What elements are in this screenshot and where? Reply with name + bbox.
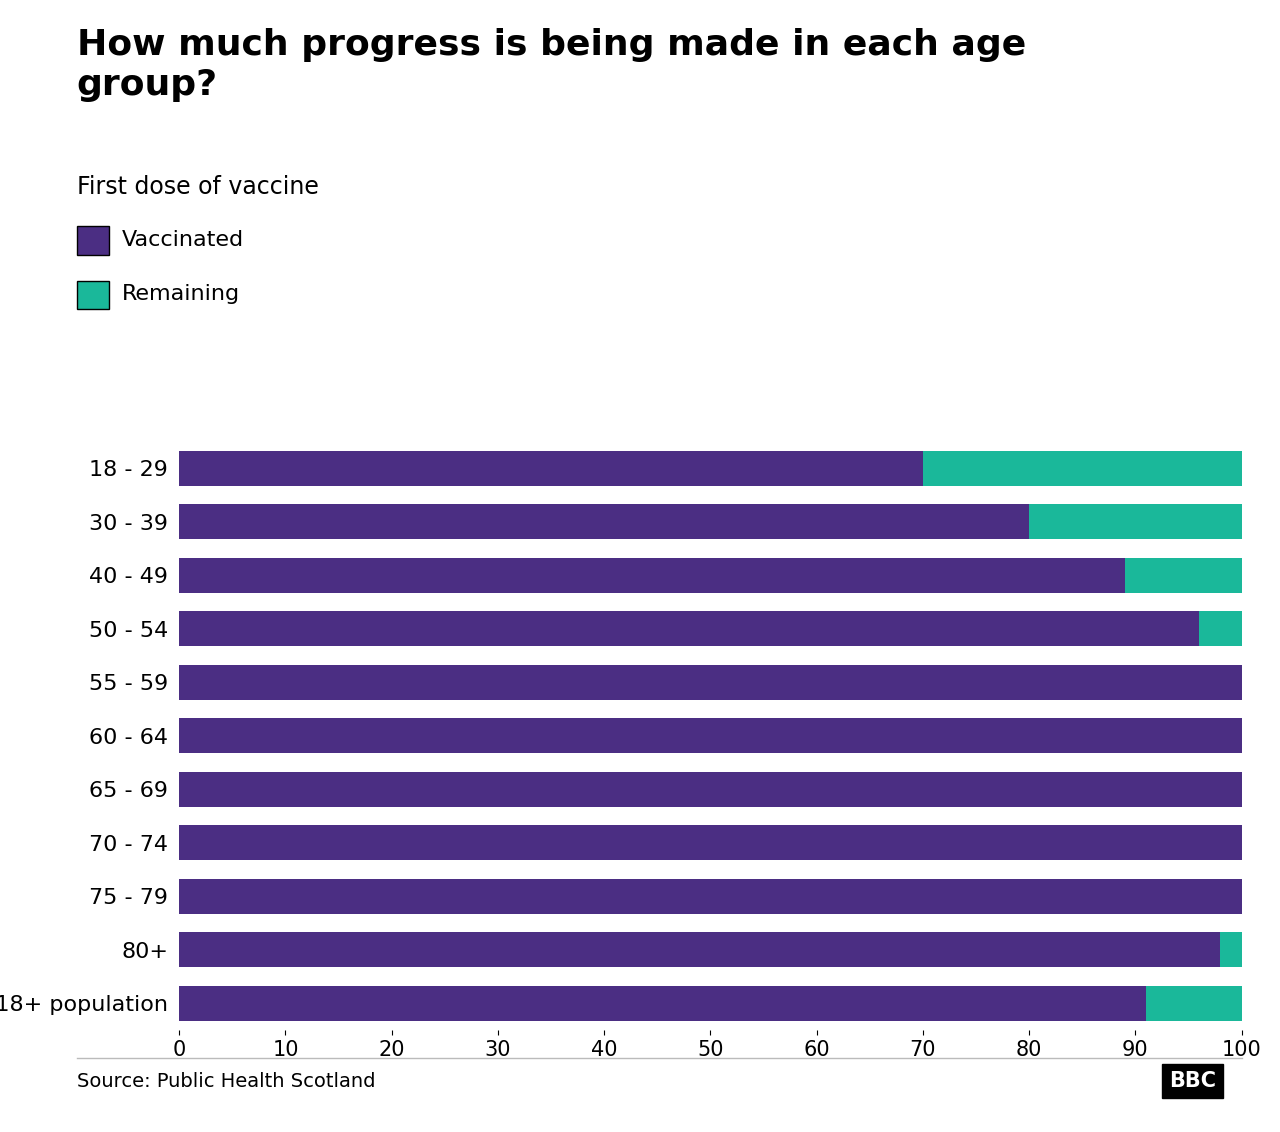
Bar xyxy=(1220,933,1242,967)
Text: Remaining: Remaining xyxy=(122,284,239,305)
Text: First dose of vaccine: First dose of vaccine xyxy=(77,175,319,199)
Bar xyxy=(1199,611,1242,646)
Bar xyxy=(179,986,1146,1021)
Bar xyxy=(179,772,1242,807)
Text: Vaccinated: Vaccinated xyxy=(122,230,243,250)
Text: How much progress is being made in each age
group?: How much progress is being made in each … xyxy=(77,28,1027,102)
Bar xyxy=(179,933,1220,967)
Bar xyxy=(179,825,1242,860)
Bar xyxy=(179,719,1242,753)
Bar xyxy=(1146,986,1242,1021)
Bar xyxy=(923,451,1242,486)
Bar xyxy=(179,664,1242,700)
Bar xyxy=(179,505,1029,539)
Bar xyxy=(179,558,1125,593)
Bar xyxy=(1029,505,1242,539)
Bar xyxy=(1125,558,1242,593)
Text: BBC: BBC xyxy=(1169,1071,1216,1091)
Bar xyxy=(179,611,1199,646)
Text: Source: Public Health Scotland: Source: Public Health Scotland xyxy=(77,1072,375,1090)
Bar xyxy=(179,451,923,486)
Bar xyxy=(179,878,1242,914)
